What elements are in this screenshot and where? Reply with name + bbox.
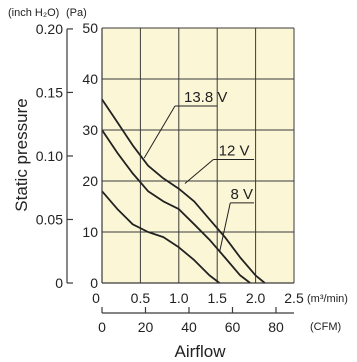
- x-tick-label-m3min: 1.5: [207, 290, 227, 306]
- x-tick-label-m3min: 2.0: [246, 290, 266, 306]
- series-line: [101, 129, 251, 284]
- y-tick-label-pa: 0: [90, 275, 98, 291]
- series-leader: [143, 105, 176, 159]
- curves: [101, 98, 266, 284]
- plot-area: [102, 28, 294, 283]
- y-tick-label-pa: 10: [82, 224, 98, 240]
- axes: [66, 28, 294, 314]
- x-tick-label-m3min: 1.0: [169, 290, 189, 306]
- unit-inch-h2o: (inch H₂O): [8, 7, 59, 19]
- x-tick-label-cfm: 0: [98, 319, 106, 335]
- y-tick-label-inch: 0.10: [36, 148, 63, 164]
- y-tick-label-inch: 0.05: [36, 211, 63, 227]
- y-tick-label-inch: 0.20: [36, 21, 63, 37]
- y-axis-title: Static pressure: [12, 98, 31, 211]
- y-tick-label-inch: 0.15: [36, 84, 63, 100]
- series-label: 13.8 V: [184, 89, 227, 106]
- x-tick-label-cfm: 60: [225, 319, 241, 335]
- y-tick-label-pa: 30: [82, 122, 98, 138]
- x-tick-label-cfm: 80: [268, 319, 284, 335]
- x-tick-label-m3min: 0.5: [131, 290, 151, 306]
- unit-pa: (Pa): [66, 7, 87, 19]
- y-tick-label-pa: 40: [82, 71, 98, 87]
- series-labels: 13.8 V 12 V 8 V: [143, 89, 255, 253]
- tick-labels: 0 10 20 30 40 50 0 0.5 1.0 1.5 2.0 2.5 0 0.05 0.10 0.15…: [36, 20, 304, 335]
- series-label: 8 V: [231, 186, 254, 203]
- series-line: [101, 98, 266, 284]
- series-leader: [219, 202, 231, 253]
- x-tick-label-m3min: 0: [92, 290, 100, 306]
- y-tick-label-inch: 0: [55, 275, 63, 291]
- series-leader: [184, 159, 214, 184]
- x-axis-title: Airflow: [174, 342, 226, 361]
- series-label: 12 V: [219, 143, 250, 160]
- unit-cfm: (CFM): [310, 321, 341, 333]
- grid: [101, 27, 295, 284]
- y-tick-label-pa: 50: [82, 20, 98, 36]
- x-tick-label-m3min: 2.5: [284, 290, 304, 306]
- series-line: [101, 190, 221, 284]
- x-tick-label-cfm: 20: [138, 319, 154, 335]
- x-tick-label-cfm: 40: [181, 319, 197, 335]
- unit-m3min: (m³/min): [307, 293, 348, 305]
- y-tick-label-pa: 20: [82, 173, 98, 189]
